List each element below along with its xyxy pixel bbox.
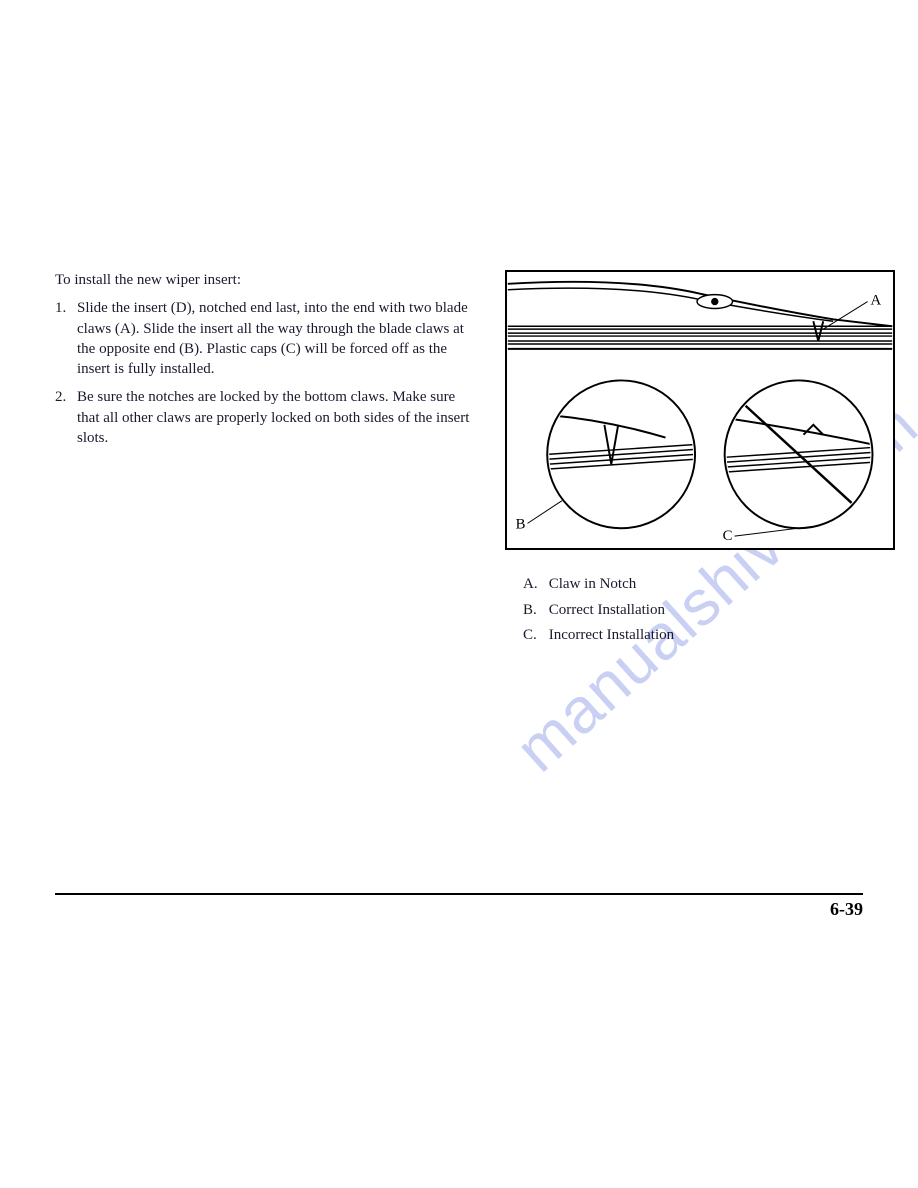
step-number: 1. xyxy=(55,298,77,379)
legend-item-a: A. Claw in Notch xyxy=(523,572,895,598)
diagram-svg: A xyxy=(507,272,893,548)
step-2: 2. Be sure the notches are locked by the… xyxy=(55,387,475,448)
page-content: To install the new wiper insert: 1. Slid… xyxy=(55,270,863,649)
legend-letter: A. xyxy=(523,572,545,598)
step-1: 1. Slide the insert (D), notched end las… xyxy=(55,298,475,379)
step-number: 2. xyxy=(55,387,77,448)
step-text: Slide the insert (D), notched end last, … xyxy=(77,298,475,379)
footer-divider xyxy=(55,893,863,895)
intro-text: To install the new wiper insert: xyxy=(55,270,475,290)
diagram-column: A xyxy=(495,270,895,649)
diagram-label-a: A xyxy=(871,293,882,309)
legend-text: Correct Installation xyxy=(549,602,665,618)
legend-text: Claw in Notch xyxy=(549,576,637,592)
wiper-diagram: A xyxy=(505,270,895,550)
legend-item-c: C. Incorrect Installation xyxy=(523,623,895,649)
legend-letter: C. xyxy=(523,623,545,649)
diagram-legend: A. Claw in Notch B. Correct Installation… xyxy=(505,572,895,649)
diagram-label-c: C xyxy=(723,528,733,544)
legend-item-b: B. Correct Installation xyxy=(523,598,895,624)
page-number: 6-39 xyxy=(830,899,863,920)
legend-text: Incorrect Installation xyxy=(549,627,674,643)
step-text: Be sure the notches are locked by the bo… xyxy=(77,387,475,448)
diagram-label-b: B xyxy=(516,516,526,532)
legend-letter: B. xyxy=(523,598,545,624)
text-column: To install the new wiper insert: 1. Slid… xyxy=(55,270,475,649)
